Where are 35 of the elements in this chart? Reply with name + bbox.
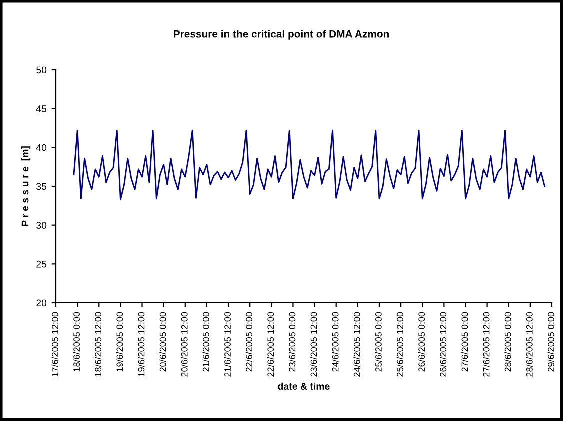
x-tick-label: 24/6/2005 12:00 [354, 312, 360, 377]
line-series [73, 130, 546, 200]
y-tick-label: 40 [36, 144, 47, 152]
x-tick-label: 21/6/2005 12:00 [224, 312, 231, 377]
x-tick-label: 28/6/2005 12:00 [526, 312, 533, 377]
x-tick-label: 25/6/2005 0:00 [375, 312, 382, 372]
x-axis-title: date & time [278, 382, 330, 390]
y-axis-title: P r e s s u r e [m] [22, 146, 31, 226]
x-tick-label: 23/6/2005 12:00 [310, 312, 318, 377]
x-tick-label: 17/6/2005 12:00 [52, 312, 58, 377]
x-tick-label: 28/6/2005 0:00 [504, 312, 512, 372]
x-tick-label: 23/6/2005 0:00 [289, 312, 296, 372]
x-tick-label: 20/6/2005 0:00 [160, 312, 166, 372]
x-tick-label: 24/6/2005 0:00 [332, 312, 339, 372]
y-tick-label: 50 [36, 66, 47, 74]
x-tick-label: 18/6/2005 0:00 [73, 312, 80, 372]
x-tick-label: 22/6/2005 12:00 [267, 312, 274, 377]
y-tick-label: 20 [36, 300, 47, 307]
x-tick-label: 22/6/2005 0:00 [246, 312, 253, 372]
x-tick-label: 19/6/2005 12:00 [138, 312, 145, 377]
x-tick-label: 21/6/2005 0:00 [202, 312, 210, 372]
x-tick-label: 26/6/2005 12:00 [440, 312, 447, 377]
x-tick-label: 25/6/2005 12:00 [396, 312, 404, 377]
y-tick-label: 30 [36, 222, 47, 229]
x-tick-label: 18/6/2005 12:00 [94, 312, 102, 377]
x-tick-label: 26/6/2005 0:00 [418, 312, 426, 372]
y-tick-label: 35 [36, 183, 47, 190]
y-tick-label: 25 [36, 260, 47, 268]
x-tick-label: 20/6/2005 12:00 [181, 312, 188, 377]
x-tick-label: 27/6/2005 0:00 [462, 312, 468, 372]
x-tick-label: 27/6/2005 12:00 [483, 312, 490, 377]
x-tick-label: 29/6/2005 0:00 [548, 312, 554, 372]
y-tick-label: 45 [36, 106, 47, 112]
x-tick-label: 19/6/2005 0:00 [116, 312, 124, 372]
chart-title: Pressure in the critical point of DMA Azmon [174, 30, 389, 40]
